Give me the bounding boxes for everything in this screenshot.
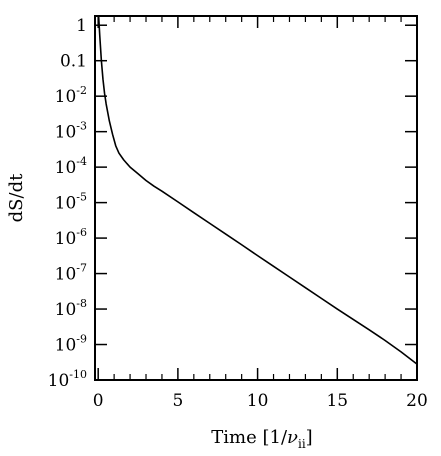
y-axis-title: dS/dt xyxy=(6,173,27,222)
y-tick-label-6: 10-6 xyxy=(55,226,87,249)
x-axis-title: Time [1/νii] xyxy=(211,427,312,451)
y-tick-labels: 1 0.1 10-2 10-3 10-4 10-5 10-6 10-7 10-8 10-9 10-1… xyxy=(48,16,87,391)
x-tick-label-1: 5 xyxy=(172,391,183,411)
y-tick-label-8: 10-8 xyxy=(55,297,87,320)
y-tick-label-10: 10-10 xyxy=(48,368,87,391)
tick-marks xyxy=(95,16,418,381)
x-tick-label-2: 10 xyxy=(247,391,269,411)
series-line-0 xyxy=(97,16,417,365)
x-tick-label-3: 15 xyxy=(326,391,348,411)
x-tick-labels: 0 5 10 15 20 xyxy=(93,391,428,411)
y-tick-label-1: 0.1 xyxy=(60,52,87,72)
y-tick-label-4: 10-4 xyxy=(55,155,87,178)
x-tick-label-4: 20 xyxy=(406,391,428,411)
y-tick-label-5: 10-5 xyxy=(55,191,87,214)
series-layer xyxy=(97,16,417,365)
plot-frame xyxy=(94,15,418,381)
y-tick-label-9: 10-9 xyxy=(55,333,87,356)
x-tick-label-0: 0 xyxy=(93,391,104,411)
y-tick-label-0: 1 xyxy=(76,16,87,36)
y-tick-label-7: 10-7 xyxy=(55,262,87,285)
y-tick-label-3: 10-3 xyxy=(55,120,87,143)
y-tick-label-2: 10-2 xyxy=(55,84,87,107)
